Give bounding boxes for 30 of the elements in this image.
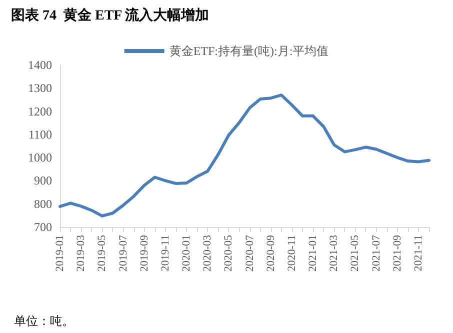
x-tick-label: 2021-11 — [412, 235, 424, 272]
text: 单位：吨。 — [14, 314, 74, 328]
x-tick-label: 2020-03 — [202, 234, 214, 272]
y-tick-label: 1200 — [28, 104, 52, 118]
y-tick-label: 1100 — [28, 127, 52, 142]
x-tick-label: 2020-05 — [222, 234, 235, 272]
chart-title: 图表 74 黄金 ETF 流入大幅增加 — [11, 6, 210, 24]
y-tick-label: 700 — [34, 220, 52, 234]
x-tick-label: 2019-11 — [159, 235, 172, 272]
x-tick-label: 2019-07 — [117, 234, 130, 272]
y-tick-label: 1300 — [28, 81, 52, 96]
x-tick-label: 2020-07 — [244, 234, 256, 272]
x-tick-label: 2021-07 — [370, 234, 382, 272]
x-tick-label: 2019-09 — [138, 234, 150, 272]
x-tick-label: 2020-09 — [264, 234, 277, 272]
y-tick-label: 1000 — [28, 150, 52, 165]
x-tick-label: 2021-01 — [307, 235, 320, 272]
x-tick-label: 2021-05 — [349, 234, 362, 272]
x-tick-label: 2020-01 — [180, 235, 193, 272]
x-tick-label: 2019-05 — [96, 234, 108, 272]
y-tick-label: 1400 — [28, 58, 52, 72]
x-tick-label: 2019-03 — [75, 234, 88, 272]
x-tick-label: 2020-11 — [286, 235, 298, 272]
line-series — [58, 94, 430, 218]
legend-label: 黄金ETF:持有量(吨):月:平均值 — [169, 44, 329, 58]
x-tick-label: 2019-01 — [54, 235, 66, 272]
y-tick-label: 800 — [34, 196, 52, 211]
x-tick-label: 2021-03 — [328, 234, 340, 272]
x-tick-label: 2021-09 — [391, 234, 404, 272]
y-tick-label: 900 — [34, 174, 52, 188]
